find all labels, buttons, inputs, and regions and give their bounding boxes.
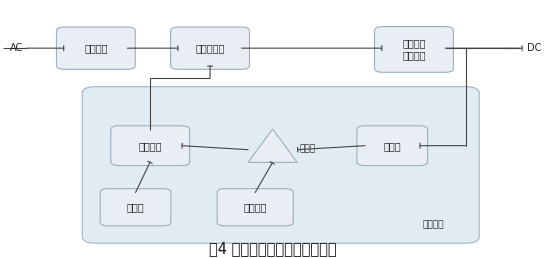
Text: DC: DC xyxy=(527,43,542,53)
Text: 调宽方波
整流滤波: 调宽方波 整流滤波 xyxy=(402,38,426,61)
FancyBboxPatch shape xyxy=(100,189,171,226)
FancyBboxPatch shape xyxy=(217,189,293,226)
Text: 高频变换器: 高频变换器 xyxy=(195,43,225,53)
Text: 控制电路: 控制电路 xyxy=(422,221,444,230)
Text: 基准电压: 基准电压 xyxy=(244,202,267,212)
FancyBboxPatch shape xyxy=(170,27,250,69)
FancyBboxPatch shape xyxy=(357,126,428,166)
Text: 脉宽调制: 脉宽调制 xyxy=(139,141,162,151)
FancyBboxPatch shape xyxy=(111,126,189,166)
Text: 整流滤波: 整流滤波 xyxy=(84,43,108,53)
FancyBboxPatch shape xyxy=(56,27,135,69)
Text: 振荡器: 振荡器 xyxy=(127,202,144,212)
FancyBboxPatch shape xyxy=(82,87,479,243)
Polygon shape xyxy=(248,129,297,162)
Text: 取样器: 取样器 xyxy=(383,141,401,151)
FancyBboxPatch shape xyxy=(375,27,453,72)
Text: AC: AC xyxy=(10,43,23,53)
Text: 图4 开关电源基本电路原理框图: 图4 开关电源基本电路原理框图 xyxy=(209,241,336,256)
Text: 比较器: 比较器 xyxy=(300,144,316,153)
